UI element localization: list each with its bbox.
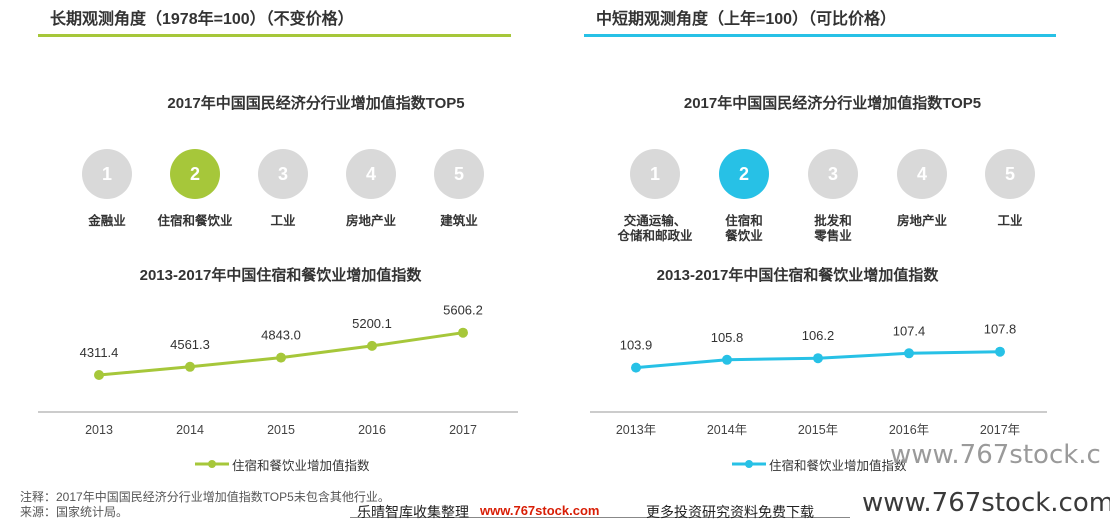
left-chart-point-2016: [367, 340, 377, 351]
left-section-title: 长期观测角度（1978年=100）（不变价格）: [50, 11, 354, 28]
left-chart-point-2013: [94, 370, 104, 380]
right-chart-x-tick-2014年: 2014年: [707, 423, 747, 437]
right-rank-5-circle: 5: [985, 149, 1035, 199]
left-rank-1-circle: 1: [82, 149, 132, 199]
watermark-large: www.767stock.com: [862, 488, 1110, 518]
right-rank-row: 1 2 3 4 5 交通运输、 仓储和邮政业 住宿和 餐饮业 批发和 零售业 房…: [555, 0, 1110, 250]
right-rank-2-label: 住宿和 餐饮业: [725, 214, 763, 243]
footer-site-link[interactable]: www.767stock.com: [480, 503, 600, 518]
watermark-small: www.767stock.c: [890, 440, 1101, 470]
right-chart-data-label-2017年: 107.8: [984, 322, 1017, 337]
right-title-bar: [584, 34, 1056, 37]
left-chart-point-2017: [458, 327, 468, 338]
left-rank-3-circle: 3: [258, 149, 308, 199]
right-chart-point-2017年: [995, 346, 1005, 357]
right-chart-x-tick-2016年: 2016年: [889, 423, 929, 437]
right-rank-5-label: 工业: [997, 214, 1023, 228]
right-chart-point-2013年: [631, 362, 641, 373]
right-chart-x-tick-2015年: 2015年: [798, 423, 838, 437]
right-section-title: 中短期观测角度（上年=100）（可比价格）: [596, 11, 897, 28]
source-line: 来源：国家统计局。: [20, 505, 129, 519]
right-legend-swatch: [732, 460, 766, 468]
right-rank-1-label: 交通运输、 仓储和邮政业: [617, 214, 693, 243]
right-chart-data-label-2015年: 106.2: [802, 328, 835, 343]
left-line-chart: 4311.4 2013 4561.3 2014 4843.0 2015 5200.1 2016…: [38, 303, 518, 437]
right-rank-4-circle: 4: [897, 149, 947, 199]
right-rank-4-label: 房地产业: [896, 214, 947, 228]
left-rank-2-label: 住宿和餐饮业: [157, 214, 233, 228]
footer-promo-text: 更多投资研究资料免费下载: [646, 504, 814, 520]
left-chart-x-tick-2014: 2014: [176, 423, 204, 437]
right-chart-x-tick-2017年: 2017年: [980, 423, 1020, 437]
right-chart-data-label-2013年: 103.9: [620, 338, 653, 353]
left-rank-2-circle: 2: [170, 149, 220, 199]
left-chart-data-label-2013: 4311.4: [80, 345, 119, 360]
left-chart-point-2015: [276, 352, 286, 363]
left-legend-swatch: [195, 460, 229, 468]
left-chart-data-label-2016: 5200.1: [352, 316, 392, 331]
note-line-1: 注释：2017年中国国民经济分行业增加值指数TOP5未包含其他行业。: [20, 490, 390, 504]
right-chart-data-label-2016年: 107.4: [893, 323, 926, 338]
left-chart-title: 2013-2017年中国住宿和餐饮业增加值指数: [139, 267, 422, 284]
right-chart-point-2014年: [722, 354, 732, 365]
left-chart-data-label-2014: 4561.3: [170, 337, 210, 352]
left-chart-data-label-2015: 4843.0: [261, 328, 301, 343]
left-chart-point-2014: [185, 361, 195, 372]
right-rank-1-circle: 1: [630, 149, 680, 199]
left-chart-data-label-2017: 5606.2: [443, 303, 483, 318]
right-chart-data-label-2014年: 105.8: [711, 330, 744, 345]
left-rank-3-label: 工业: [270, 214, 296, 228]
left-rank-row: 1 2 3 4 5 金融业 住宿和餐饮业 工业 房地产业 建筑业: [0, 0, 555, 240]
footer-divider: [350, 517, 850, 518]
right-chart-title: 2013-2017年中国住宿和餐饮业增加值指数: [656, 267, 939, 284]
right-chart-point-2015年: [813, 353, 823, 364]
right-chart-point-2016年: [904, 348, 914, 359]
footer-bar: 乐晴智库收集整理 www.767stock.com 更多投资研究资料免费下载 w…: [0, 488, 1110, 525]
left-rank-5-label: 建筑业: [440, 214, 478, 228]
right-rank-2-circle: 2: [719, 149, 769, 199]
right-line-chart: 103.9 2013年 105.8 2014年 106.2 2015年 107.4 2016年…: [590, 322, 1047, 437]
right-rank-3-label: 批发和 零售业: [814, 214, 852, 243]
left-chart-x-tick-2017: 2017: [449, 423, 477, 437]
right-rank-title: 2017年中国国民经济分行业增加值指数TOP5: [683, 95, 982, 112]
left-rank-4-label: 房地产业: [345, 214, 396, 228]
left-title-bar: [38, 34, 511, 37]
left-legend: 住宿和餐饮业增加值指数: [195, 455, 395, 473]
left-legend-label: 住宿和餐饮业增加值指数: [232, 459, 370, 473]
right-legend-label: 住宿和餐饮业增加值指数: [769, 459, 907, 473]
left-rank-5-circle: 5: [434, 149, 484, 199]
left-rank-4-circle: 4: [346, 149, 396, 199]
left-chart-x-tick-2016: 2016: [358, 423, 386, 437]
left-rank-title: 2017年中国国民经济分行业增加值指数TOP5: [167, 95, 465, 112]
left-rank-1-label: 金融业: [88, 214, 126, 228]
right-chart-x-tick-2013年: 2013年: [616, 423, 656, 437]
left-chart-x-tick-2013: 2013: [85, 423, 113, 437]
left-chart-x-tick-2015: 2015: [267, 423, 295, 437]
footer-collect-text: 乐晴智库收集整理: [357, 504, 469, 520]
right-rank-3-circle: 3: [808, 149, 858, 199]
right-legend: 住宿和餐饮业增加值指数: [732, 455, 932, 473]
